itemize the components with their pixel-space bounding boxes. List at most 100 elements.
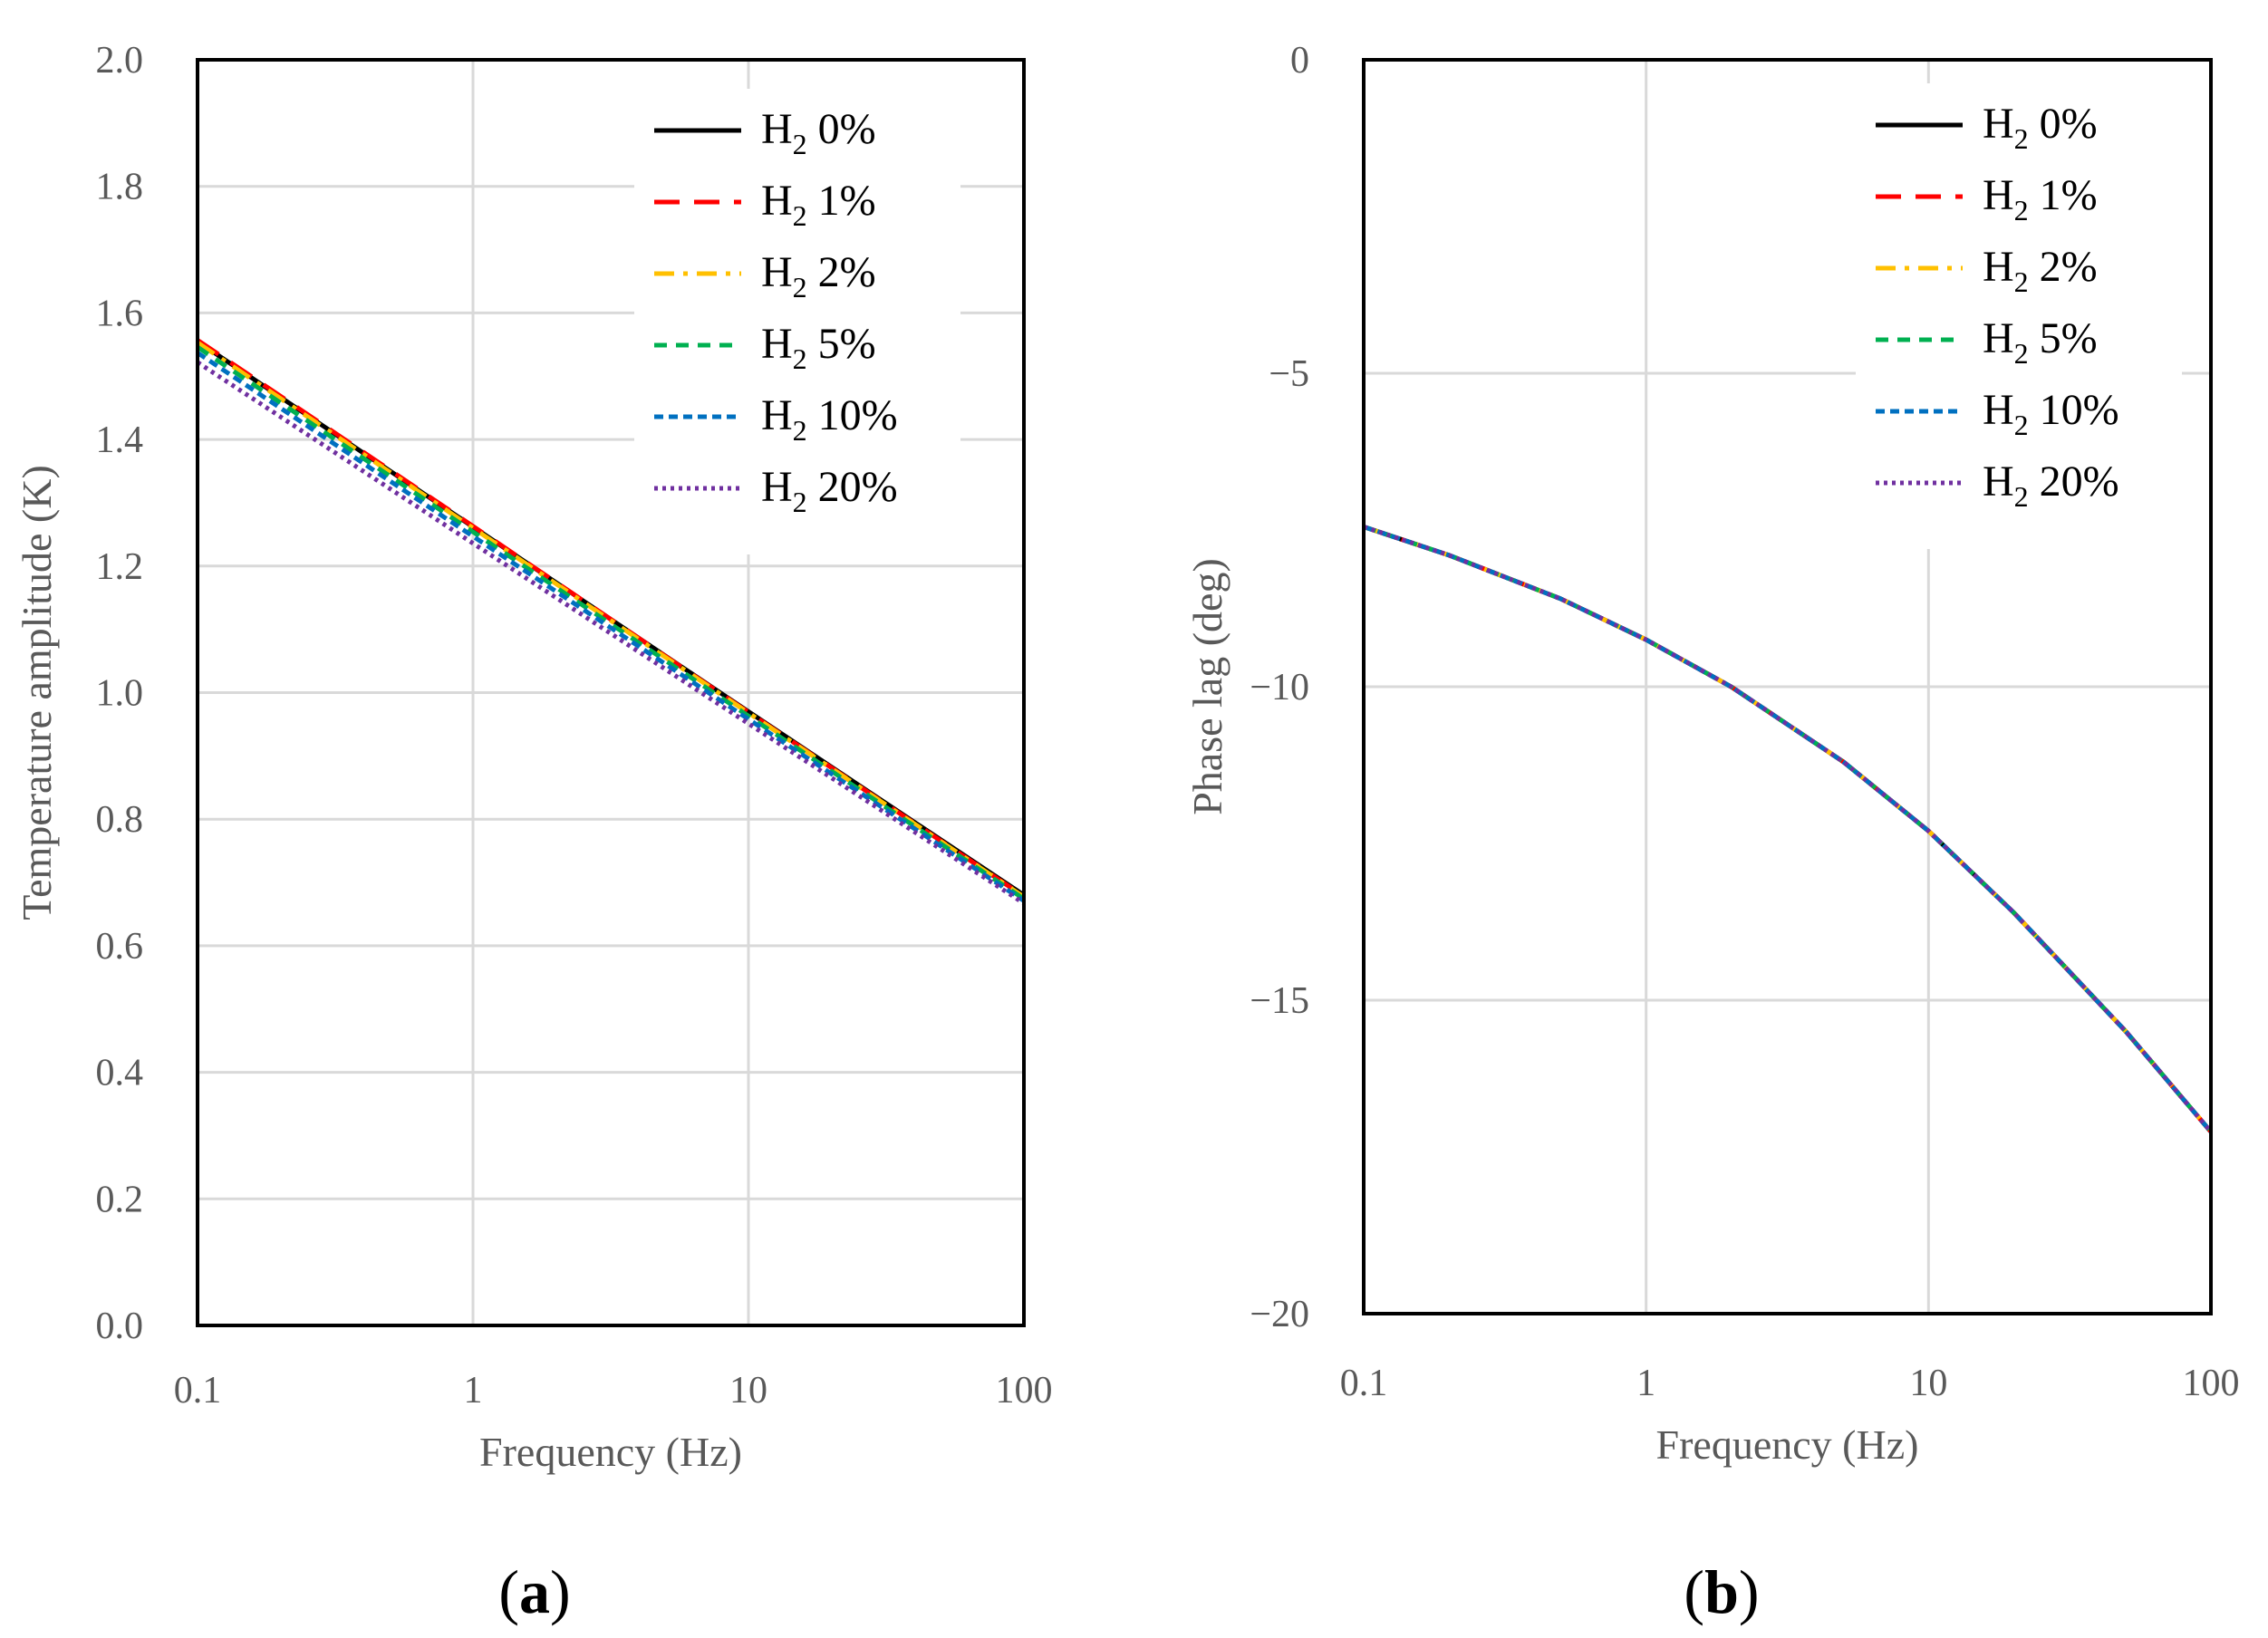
y-tick-label: −5 [1269,353,1309,395]
plot-frame [196,58,1026,1327]
legend-percent: 1% [818,177,876,225]
legend-subscript: 2 [2014,265,2029,298]
y-tick-label: −20 [1250,1294,1309,1335]
x-tick-label: 1 [464,1370,483,1412]
series-line-1pct [196,338,1026,899]
legend-percent: 1% [2040,171,2098,219]
y-tick-label: 0 [1290,40,1309,82]
series-lines [1363,525,2213,1133]
y-tick-label: 2.0 [96,40,144,82]
legend-base: H [761,463,793,511]
legend-label: H2 1% [761,177,876,232]
legend-subscript: 2 [793,128,807,160]
legend-percent: 10% [818,391,898,439]
legend-percent: 10% [2040,386,2119,434]
legend-base: H [1983,171,2014,219]
legend-background [634,89,960,554]
y-tick-label: −15 [1250,980,1309,1022]
y-tick-label: 0.4 [96,1053,144,1094]
legend-base: H [761,320,793,368]
legend-label: H2 10% [761,391,898,447]
series-line-10pct [196,351,1026,903]
legend-percent: 20% [2040,458,2119,506]
panel-label-close: ) [1739,1557,1760,1626]
panel-label-letter: a [519,1557,550,1626]
series-line-20pct [196,360,1026,906]
legend-label: H2 20% [761,463,898,518]
y-axis-title: Temperature amplitude (K) [14,465,60,920]
y-tick-label: 1.0 [96,673,144,715]
legend-subscript: 2 [2014,194,2029,226]
legend-base: H [761,177,793,225]
legend-label: H2 2% [761,248,876,304]
series-line-5pct [1363,525,2213,1133]
series-line-1pct [1363,525,2213,1133]
y-tick-label: 0.6 [96,926,144,968]
panel-label-close: ) [550,1557,571,1626]
legend-percent: 5% [2040,314,2098,362]
x-tick-label: 10 [729,1370,767,1412]
legend-base: H [1983,100,2014,148]
legend-base: H [1983,386,2014,434]
y-tick-label: 1.8 [96,167,144,208]
panel-label: (a) [498,1557,570,1626]
legend-base: H [761,391,793,439]
x-tick-label: 0.1 [174,1370,222,1412]
legend-label: H2 1% [1983,171,2098,226]
legend-percent: 2% [2040,243,2098,291]
legend-base: H [761,105,793,153]
legend: H2 0%H2 1%H2 2%H2 5%H2 10%H2 20% [634,89,960,554]
legend-base: H [1983,458,2014,506]
legend-label: H2 2% [1983,243,2098,298]
y-tick-label: 0.8 [96,799,144,841]
chart-panel-b: 0.1 1 10 100 0 −5 −10 −15 −20 Frequency (Hz) Phase… [1184,40,2240,1626]
legend-percent: 0% [2040,100,2098,148]
legend-label: H2 5% [1983,314,2098,370]
legend-percent: 0% [818,105,876,153]
legend-background [1856,83,2182,549]
x-tick-label: 0.1 [1340,1363,1388,1404]
legend-subscript: 2 [2014,480,2029,513]
legend-label: H2 5% [761,320,876,375]
y-tick-label: 0.2 [96,1179,144,1220]
legend-subscript: 2 [793,271,807,304]
panel-label-letter: b [1704,1557,1739,1626]
series-line-10pct [1363,525,2213,1133]
series-lines [196,338,1026,906]
legend: H2 0%H2 1%H2 2%H2 5%H2 10%H2 20% [1856,83,2182,549]
panel-label-open: ( [1684,1557,1704,1626]
legend-subscript: 2 [793,486,807,518]
panel-label: (b) [1684,1557,1759,1626]
panel-label-open: ( [498,1557,519,1626]
legend-label: H2 0% [1983,100,2098,155]
legend-subscript: 2 [2014,337,2029,370]
legend-base: H [761,248,793,296]
legend-percent: 5% [818,320,876,368]
y-tick-label: 1.4 [96,419,144,461]
y-tick-label: 0.0 [96,1306,144,1347]
legend-base: H [1983,243,2014,291]
legend-label: H2 10% [1983,386,2119,441]
series-line-2pct [1363,525,2213,1133]
x-axis-title: Frequency (Hz) [1656,1421,1919,1468]
x-tick-label: 1 [1636,1363,1655,1404]
y-axis-title: Phase lag (deg) [1184,558,1231,815]
legend-subscript: 2 [2014,122,2029,155]
x-axis-title: Frequency (Hz) [479,1429,742,1475]
legend-label: H2 0% [761,105,876,160]
legend-subscript: 2 [793,199,807,232]
legend-base: H [1983,314,2014,362]
y-tick-label: −10 [1250,667,1309,708]
legend-subscript: 2 [2014,409,2029,441]
legend-percent: 20% [818,463,898,511]
plot-frame [1362,58,2213,1315]
series-line-2pct [196,341,1026,900]
legend-subscript: 2 [793,414,807,447]
y-tick-label: 1.6 [96,293,144,334]
series-line-0pct [1363,525,2213,1133]
x-tick-label: 100 [2183,1363,2240,1404]
legend-label: H2 20% [1983,458,2119,513]
y-tick-label: 1.2 [96,546,144,588]
legend-percent: 2% [818,248,876,296]
